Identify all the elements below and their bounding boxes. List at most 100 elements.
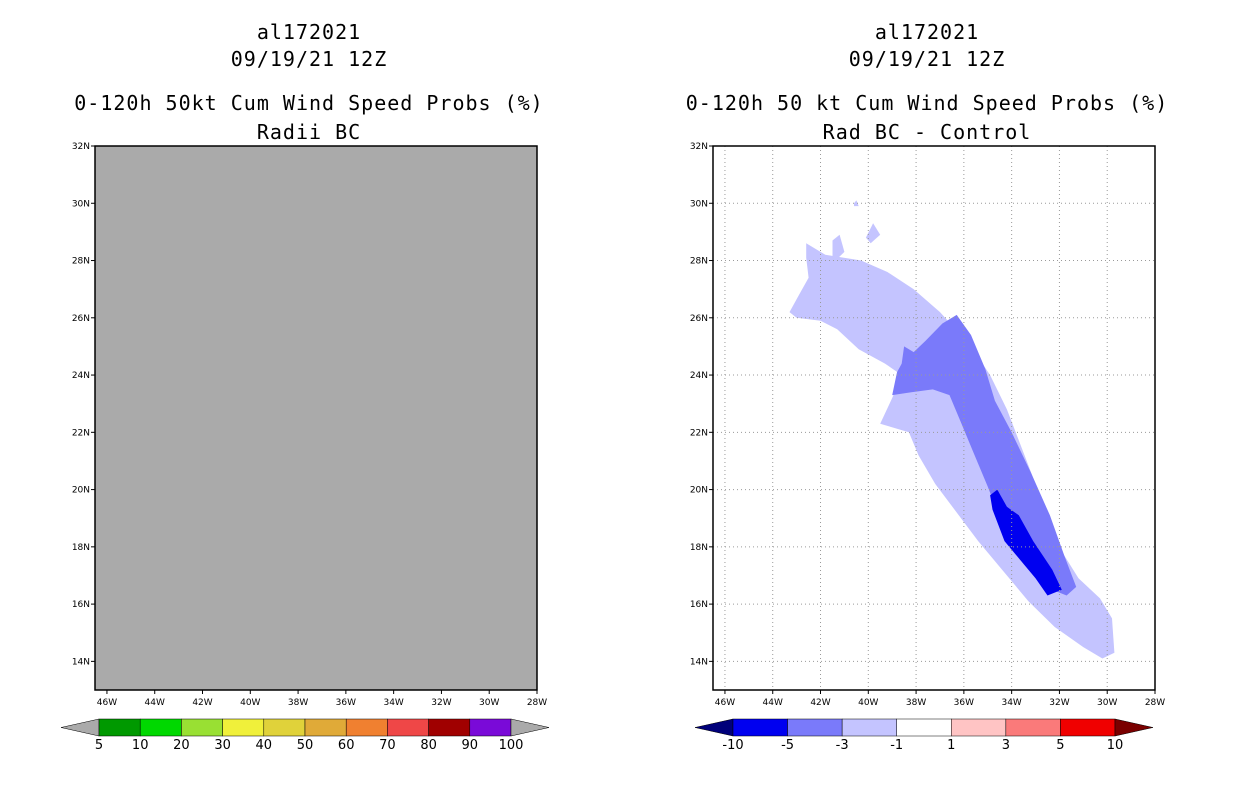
colorbar-level-label: 20	[173, 738, 190, 753]
date-title: 09/19/21 12Z	[230, 47, 388, 71]
lon-tick-label: 42W	[810, 698, 830, 708]
lat-tick-label: 16N	[72, 600, 90, 610]
lon-tick-label: 46W	[97, 698, 117, 708]
colorbar-level-label: -10	[722, 738, 743, 753]
colorbar-level-label: 5	[95, 738, 103, 753]
colorbar-level-label: -3	[836, 738, 849, 753]
lon-tick-label: 28W	[1145, 698, 1165, 708]
colorbar-box	[1005, 718, 1061, 737]
lon-tick-label: 30W	[1097, 698, 1117, 708]
lon-tick-label: 34W	[1001, 698, 1021, 708]
lat-tick-label: 30N	[690, 199, 708, 209]
colorbar-level-label: 1	[947, 738, 955, 753]
right-panel: al172021 09/19/21 12Z 0-120h 50 kt Cum W…	[618, 0, 1236, 800]
storm-id-title: al172021	[874, 20, 980, 44]
lon-tick-label: 30W	[479, 698, 499, 708]
lat-tick-label: 30N	[72, 199, 90, 209]
colorbar-level-label: 70	[379, 738, 396, 753]
lon-tick-label: 38W	[288, 698, 308, 708]
colorbar-box	[951, 718, 1007, 737]
contour-region-5	[892, 314, 1077, 596]
colorbar-box	[896, 718, 952, 737]
lon-tick-label: 44W	[763, 698, 783, 708]
product-title: 0-120h 50kt Cum Wind Speed Probs (%)	[74, 91, 544, 115]
lat-tick-label: 32N	[690, 142, 708, 152]
colorbar-level-label: -1	[890, 738, 903, 753]
colorbar-level-label: 10	[1107, 738, 1124, 753]
colorbar-box	[304, 718, 347, 737]
lon-tick-label: 38W	[906, 698, 926, 708]
colorbar-level-label: 50	[297, 738, 314, 753]
right-map-chart: 32N 30N 28N 26N 24N 22N 20N 18N 16N 14N 46W 44W 42W 4…	[690, 142, 1165, 753]
colorbar-box	[98, 718, 141, 737]
map-frame	[712, 145, 1156, 691]
colorbar-high-arrow	[1114, 718, 1154, 737]
colorbar-level-label: 30	[214, 738, 231, 753]
colorbar-box	[469, 718, 512, 737]
colorbar-box	[345, 718, 388, 737]
lat-tick-label: 18N	[690, 543, 708, 553]
lat-tick-label: 28N	[690, 257, 708, 267]
lat-tick-label: 32N	[72, 142, 90, 152]
colorbar-level-label: 60	[338, 738, 355, 753]
lat-tick-label: 26N	[72, 314, 90, 324]
lon-tick-label: 36W	[336, 698, 356, 708]
lon-tick-label: 36W	[954, 698, 974, 708]
left-map-chart: 32N 30N 28N 26N 24N 22N 20N 18N 16N 14N 46W 44W 42W 4…	[60, 142, 550, 753]
colorbar-box	[222, 718, 265, 737]
colorbar-level-label: 100	[499, 738, 524, 753]
date-title: 09/19/21 12Z	[848, 47, 1006, 71]
lat-tick-label: 16N	[690, 600, 708, 610]
lat-tick-label: 20N	[72, 486, 90, 496]
lon-tick-label: 40W	[858, 698, 878, 708]
contour-region-3	[865, 223, 881, 244]
lon-tick-label: 42W	[192, 698, 212, 708]
colorbar-level-label: -5	[781, 738, 794, 753]
colorbar-box	[428, 718, 471, 737]
lat-tick-label: 14N	[72, 657, 90, 667]
colorbar-box	[1060, 718, 1116, 737]
lon-tick-label: 34W	[383, 698, 403, 708]
contour-region-1	[789, 243, 1115, 659]
colorbar-level-label: 3	[1002, 738, 1010, 753]
subtitle: Rad BC - Control	[822, 120, 1032, 144]
lon-tick-label: 46W	[715, 698, 735, 708]
product-title: 0-120h 50 kt Cum Wind Speed Probs (%)	[685, 91, 1169, 115]
map-frame	[94, 145, 538, 691]
colorbar-box	[139, 718, 182, 737]
colorbar-low-arrow	[60, 718, 100, 737]
colorbar-level-label: 80	[420, 738, 437, 753]
colorbar-box	[387, 718, 429, 737]
contour-region-6	[990, 489, 1062, 596]
lon-tick-label: 32W	[431, 698, 451, 708]
subtitle: Radii BC	[256, 120, 362, 144]
left-panel: al172021 09/19/21 12Z 0-120h 50kt Cum Wi…	[60, 20, 550, 753]
lat-tick-label: 14N	[690, 657, 708, 667]
missing-data-field	[95, 146, 537, 690]
colorbar-level-label: 5	[1056, 738, 1064, 753]
colorbar-high-arrow	[510, 718, 550, 737]
lon-tick-label: 40W	[240, 698, 260, 708]
lat-tick-label: 18N	[72, 543, 90, 553]
colorbar-box	[841, 718, 897, 737]
lon-tick-label: 44W	[145, 698, 165, 708]
storm-id-title: al172021	[256, 20, 362, 44]
colorbar-low-arrow	[694, 718, 734, 737]
colorbar-level-label: 40	[256, 738, 273, 753]
lon-tick-label: 28W	[527, 698, 547, 708]
lon-tick-label: 32W	[1049, 698, 1069, 708]
colorbar-level-label: 90	[462, 738, 479, 753]
colorbar-box	[787, 718, 843, 737]
colorbar-box	[181, 718, 223, 737]
contour-region-2	[832, 234, 845, 264]
lat-tick-label: 20N	[690, 486, 708, 496]
lat-tick-label: 24N	[690, 371, 708, 381]
colorbar-box	[263, 718, 306, 737]
colorbar-box	[732, 718, 788, 737]
lat-tick-label: 22N	[690, 428, 708, 438]
lat-tick-label: 28N	[72, 257, 90, 267]
contour-region-4	[854, 200, 859, 207]
lat-tick-label: 22N	[72, 428, 90, 438]
colorbar-level-label: 10	[132, 738, 149, 753]
lat-tick-label: 26N	[690, 314, 708, 324]
